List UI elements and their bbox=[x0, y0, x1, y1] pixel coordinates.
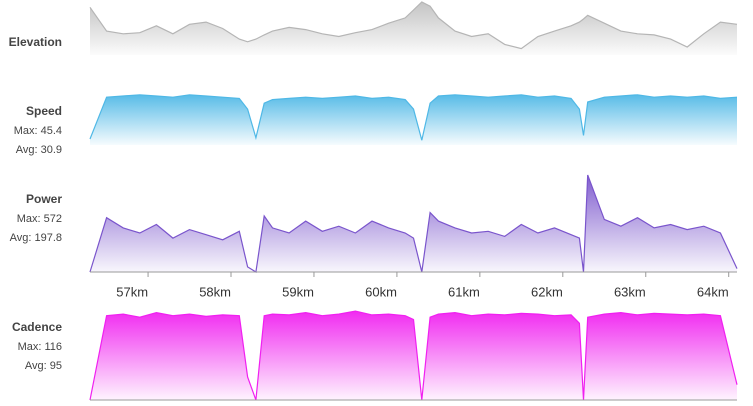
panel-stat: Max: 572 bbox=[17, 213, 62, 225]
panel-stat: Avg: 95 bbox=[25, 360, 62, 372]
panel-stat: Avg: 197.8 bbox=[10, 232, 62, 244]
x-tick-label: 60km bbox=[365, 284, 397, 299]
area-line bbox=[89, 94, 738, 141]
x-tick-label: 62km bbox=[531, 284, 563, 299]
area-fill bbox=[90, 2, 737, 55]
area-fill bbox=[90, 94, 737, 145]
panel-stat: Max: 116 bbox=[18, 341, 62, 353]
x-tick-label: 58km bbox=[199, 284, 231, 299]
x-tick-label: 61km bbox=[448, 284, 480, 299]
panel-title: Elevation bbox=[9, 35, 62, 49]
area-line bbox=[89, 174, 738, 273]
area-line bbox=[89, 310, 738, 401]
x-tick-label: 64km bbox=[697, 284, 729, 299]
x-tick-label: 63km bbox=[614, 284, 646, 299]
x-tick-label: 57km bbox=[116, 284, 148, 299]
x-tick-label: 59km bbox=[282, 284, 314, 299]
panel-title: Speed bbox=[26, 104, 62, 118]
panel-stat: Max: 45.4 bbox=[14, 125, 62, 137]
panel-title: Power bbox=[26, 192, 62, 206]
panel-stat: Avg: 30.9 bbox=[16, 144, 62, 156]
area-fill bbox=[90, 175, 737, 272]
panel-title: Cadence bbox=[12, 320, 62, 334]
area-fill bbox=[90, 311, 737, 400]
area-line bbox=[89, 1, 738, 50]
